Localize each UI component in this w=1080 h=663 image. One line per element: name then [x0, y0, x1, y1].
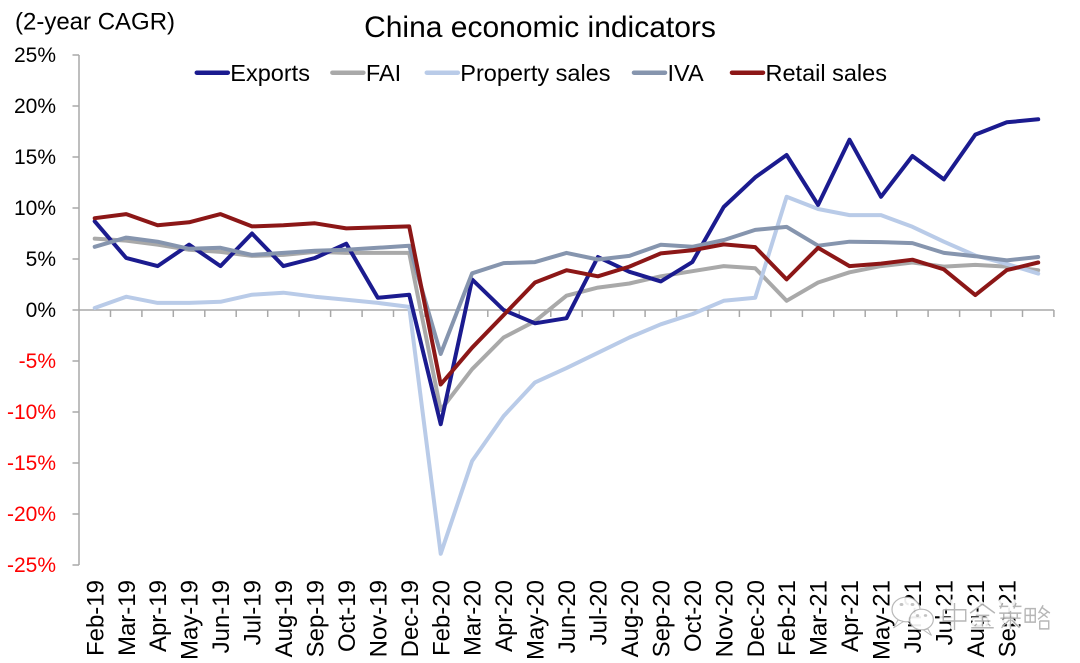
svg-text:Jul-20: Jul-20 [586, 580, 613, 645]
svg-text:Feb-19: Feb-19 [82, 580, 109, 656]
svg-text:May-20: May-20 [523, 580, 550, 660]
svg-text:Jun-19: Jun-19 [208, 580, 235, 653]
svg-text:Apr-21: Apr-21 [837, 580, 864, 652]
svg-text:Feb-21: Feb-21 [774, 580, 801, 656]
svg-text:Jun-20: Jun-20 [554, 580, 581, 653]
svg-text:Dec-19: Dec-19 [397, 580, 424, 657]
svg-text:Sep-20: Sep-20 [648, 580, 675, 657]
svg-text:-15%: -15% [7, 452, 56, 475]
svg-text:10%: 10% [14, 197, 56, 220]
svg-text:Feb-20: Feb-20 [428, 580, 455, 656]
svg-text:Retail sales: Retail sales [766, 60, 887, 86]
svg-text:FAI: FAI [366, 60, 401, 86]
svg-text:Exports: Exports [230, 60, 310, 86]
svg-text:Mar-20: Mar-20 [460, 580, 487, 656]
svg-text:-10%: -10% [7, 401, 56, 424]
svg-text:(2-year CAGR): (2-year CAGR) [15, 9, 175, 36]
svg-text:-5%: -5% [19, 350, 56, 373]
svg-text:-20%: -20% [7, 503, 56, 526]
svg-text:5%: 5% [26, 248, 56, 271]
svg-text:Nov-19: Nov-19 [365, 580, 392, 657]
svg-text:Sep-19: Sep-19 [303, 580, 330, 657]
svg-text:Mar-19: Mar-19 [114, 580, 141, 656]
svg-text:20%: 20% [14, 95, 56, 118]
svg-text:Property sales: Property sales [460, 60, 610, 86]
svg-text:Apr-20: Apr-20 [491, 580, 518, 652]
svg-text:China economic indicators: China economic indicators [364, 11, 716, 44]
svg-text:Oct-20: Oct-20 [680, 580, 707, 652]
svg-text:Jul-19: Jul-19 [240, 580, 267, 645]
svg-text:IVA: IVA [668, 60, 704, 86]
svg-text:Mar-21: Mar-21 [806, 580, 833, 656]
svg-text:May-19: May-19 [177, 580, 204, 660]
svg-text:Dec-20: Dec-20 [743, 580, 770, 657]
svg-text:Apr-19: Apr-19 [145, 580, 172, 652]
svg-text:15%: 15% [14, 146, 56, 169]
svg-text:Aug-19: Aug-19 [271, 580, 298, 657]
svg-text:Nov-20: Nov-20 [711, 580, 738, 657]
svg-text:0%: 0% [26, 299, 56, 322]
svg-text:Aug-20: Aug-20 [617, 580, 644, 657]
svg-text:Oct-19: Oct-19 [334, 580, 361, 652]
svg-text:-25%: -25% [7, 554, 56, 577]
svg-text:May-21: May-21 [869, 580, 896, 660]
svg-text:25%: 25% [14, 44, 56, 67]
